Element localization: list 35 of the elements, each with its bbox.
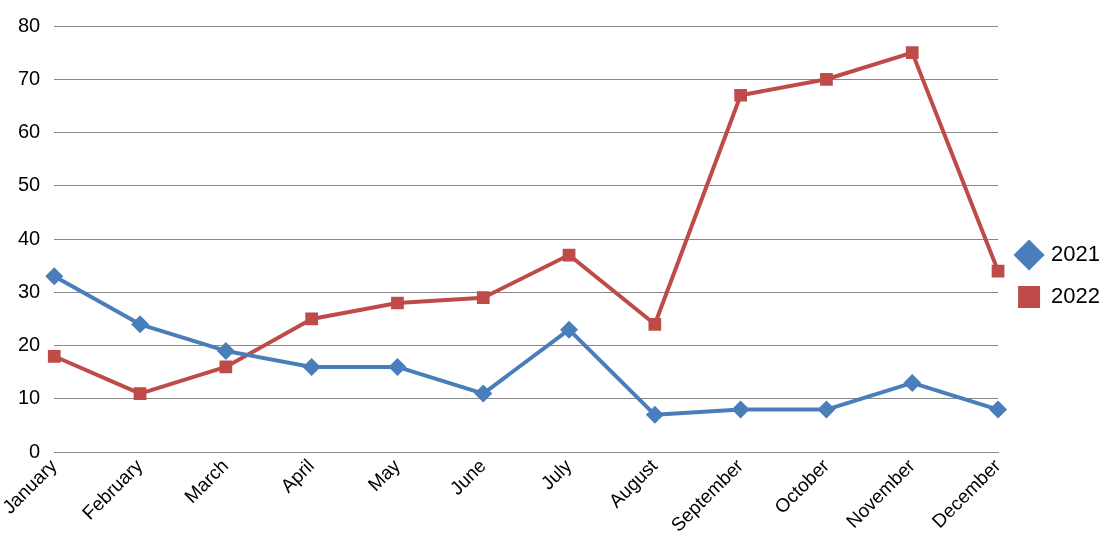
- y-tick-label: 10: [18, 386, 41, 409]
- y-tick-label: 30: [18, 279, 41, 302]
- y-tick-label: 40: [18, 226, 41, 249]
- point: [905, 46, 919, 59]
- point: [388, 357, 407, 376]
- point: [219, 360, 233, 374]
- point: [47, 349, 61, 363]
- point: [45, 267, 64, 286]
- point: [216, 341, 235, 360]
- point: [133, 387, 147, 400]
- point: [476, 291, 490, 305]
- point: [391, 296, 404, 310]
- y-tick-label: 20: [18, 333, 41, 356]
- point: [731, 400, 750, 419]
- y-tick-label: 80: [18, 13, 41, 36]
- point: [648, 317, 662, 331]
- y-tick-label: 50: [18, 173, 41, 196]
- x-tick-label: July: [536, 454, 576, 494]
- point: [474, 384, 493, 403]
- legend-label: 2022: [1051, 283, 1101, 309]
- legend-label: 2021: [1051, 241, 1101, 267]
- point: [817, 400, 836, 419]
- y-tick-label: 70: [18, 66, 41, 89]
- point: [734, 88, 748, 102]
- y-tick-label: 60: [18, 120, 41, 143]
- point: [302, 357, 321, 376]
- point: [305, 312, 319, 326]
- point: [989, 400, 1008, 419]
- point: [560, 320, 579, 339]
- x-tick-label: May: [363, 454, 405, 496]
- point: [131, 315, 150, 334]
- point: [903, 373, 922, 392]
- point: [645, 405, 664, 424]
- point: [820, 72, 833, 86]
- y-tick-label: 0: [29, 439, 41, 462]
